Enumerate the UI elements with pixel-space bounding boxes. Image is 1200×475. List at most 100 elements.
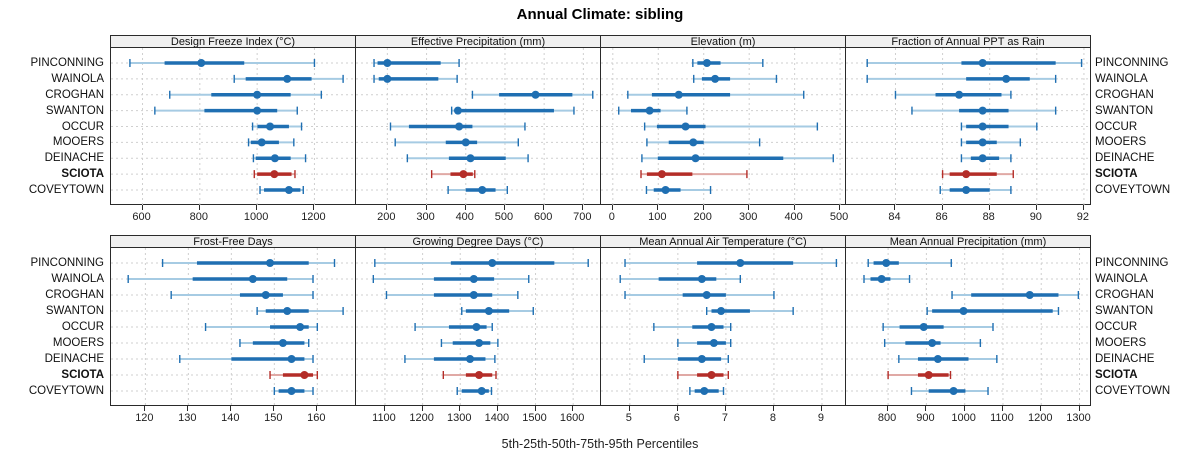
x-tick-label: 1000 (243, 211, 269, 223)
row-label-right-swanton: SWANTON (1095, 305, 1154, 317)
x-tick (386, 205, 388, 210)
median-dot (877, 275, 886, 283)
x-tick (748, 205, 750, 210)
row-label-right-occur: OCCUR (1095, 321, 1138, 333)
median-dot (475, 339, 484, 347)
percentile-row-croghan (624, 291, 775, 299)
x-tick (724, 406, 726, 411)
median-dot (248, 275, 257, 283)
panel-title: Mean Annual Air Temperature (°C) (639, 236, 807, 248)
median-dot (257, 138, 266, 147)
x-tick (894, 205, 896, 210)
panel-plot-mean-annual-air-temperature-c (600, 248, 846, 406)
panel-plot-canvas (846, 48, 1091, 205)
row-label-left-pinconning: PINCONNING (30, 57, 104, 69)
median-dot (270, 170, 279, 179)
row-label-left-sciota: SCIOTA (61, 369, 104, 381)
row-label-right-pinconning: PINCONNING (1095, 57, 1169, 69)
x-tick-label: 200 (377, 211, 396, 223)
median-dot (661, 186, 670, 194)
percentile-row-croghan (471, 90, 594, 99)
row-label-right-mooers: MOOERS (1095, 337, 1147, 349)
row-label-right-swanton: SWANTON (1095, 104, 1154, 117)
median-dot (484, 307, 493, 315)
x-tick-label: 1200 (409, 412, 434, 424)
median-dot (287, 355, 296, 363)
row-label-left-croghan: CROGHAN (45, 289, 104, 301)
row-label-left-deinache: DEINACHE (44, 152, 104, 165)
x-tick (198, 205, 200, 210)
panel-plot-canvas (111, 248, 356, 406)
figure-title: Annual Climate: sibling (516, 6, 684, 23)
x-tick-label: 92 (1076, 211, 1090, 223)
median-dot (924, 371, 933, 379)
panel-plot-design-freeze-index-c (110, 48, 356, 205)
percentile-row-deinache (252, 154, 307, 163)
x-tick (793, 205, 795, 210)
panel-header-mean-annual-air-temperature-c: Mean Annual Air Temperature (°C) (600, 235, 846, 248)
median-dot (978, 138, 987, 147)
percentile-row-croghan (170, 291, 314, 299)
panel-header-elevation-m: Elevation (m) (600, 35, 846, 48)
median-dot (702, 291, 711, 299)
median-dot (697, 275, 706, 283)
median-dot (955, 90, 964, 99)
percentile-row-mooers (646, 138, 761, 147)
median-dot (300, 371, 309, 379)
percentile-row-coveytown (447, 186, 509, 194)
median-dot (1002, 74, 1011, 83)
panel-plot-frost-free-days (110, 248, 356, 406)
percentile-row-mooers (394, 138, 519, 147)
median-dot (962, 170, 971, 179)
median-dot (959, 307, 968, 315)
x-tick-label: 160 (307, 412, 326, 424)
x-tick (383, 406, 385, 411)
percentile-row-swanton (926, 307, 1060, 315)
percentile-row-mooers (440, 339, 499, 347)
x-tick (316, 406, 318, 411)
median-dot (455, 122, 464, 131)
x-tick (839, 205, 841, 210)
x-tick-label: 1300 (1066, 412, 1091, 424)
x-tick (963, 406, 965, 411)
percentile-row-sciota (269, 371, 319, 379)
x-tick (421, 406, 423, 411)
panel-title: Elevation (m) (690, 36, 756, 48)
median-dot (383, 74, 392, 83)
median-dot (266, 122, 275, 131)
x-tick (925, 406, 927, 411)
x-tick-label: 300 (416, 211, 435, 223)
percentile-row-occur (251, 122, 303, 131)
percentile-row-mooers (239, 339, 310, 347)
x-tick-label: 84 (888, 211, 901, 223)
percentile-row-occur (414, 323, 493, 331)
median-dot (466, 355, 475, 363)
x-tick (628, 406, 630, 411)
x-tick (230, 406, 232, 411)
x-tick-label: 1100 (990, 412, 1014, 424)
percentile-row-pinconning (624, 259, 838, 267)
percentile-row-wainola (693, 74, 778, 83)
percentile-row-occur (643, 122, 819, 131)
median-dot (928, 339, 937, 347)
median-dot (962, 186, 971, 194)
median-dot (531, 90, 540, 99)
median-dot (689, 138, 698, 147)
row-label-right-pinconning: PINCONNING (1095, 257, 1169, 269)
median-dot (253, 90, 262, 99)
percentile-row-deinache (960, 154, 1012, 163)
x-tick (772, 406, 774, 411)
row-label-right-sciota: SCIOTA (1095, 369, 1138, 381)
percentile-row-pinconning (374, 259, 589, 267)
x-tick-label: 800 (877, 412, 897, 424)
panel-title: Mean Annual Precipitation (mm) (889, 236, 1047, 248)
panel-plot-canvas (111, 48, 356, 205)
percentile-row-coveytown (456, 387, 493, 395)
panel-title: Frost-Free Days (193, 236, 273, 248)
median-dot (709, 339, 718, 347)
x-tick (702, 205, 704, 210)
panel-plot-canvas (356, 248, 601, 406)
percentile-row-swanton (911, 106, 1057, 115)
percentile-row-deinache (179, 355, 314, 363)
percentile-row-wainola (866, 74, 1057, 83)
